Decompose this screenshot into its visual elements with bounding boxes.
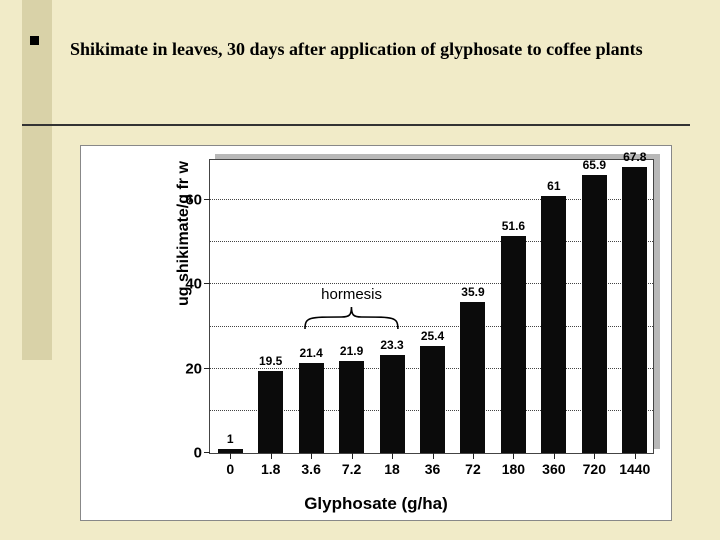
x-tick-mark: [554, 453, 555, 459]
x-tick-mark: [392, 453, 393, 459]
bar-value-label: 21.4: [299, 346, 322, 360]
bar-value-label: 65.9: [583, 158, 606, 172]
y-tick-label: 0: [194, 445, 210, 462]
y-tick-mark: [204, 283, 210, 284]
bar: [299, 363, 324, 453]
bar: [339, 361, 364, 453]
brace-icon: [301, 303, 402, 333]
bar: [420, 346, 445, 453]
x-tick-mark: [230, 453, 231, 459]
x-tick-mark: [473, 453, 474, 459]
y-tick-mark: [204, 368, 210, 369]
bar: [582, 175, 607, 453]
x-axis-label: Glyphosate (g/ha): [81, 494, 671, 514]
title-bullet: [30, 36, 39, 45]
x-tick-mark: [635, 453, 636, 459]
decorative-stripe: [22, 0, 52, 360]
annotation-label: hormesis: [321, 286, 382, 303]
bar-value-label: 25.4: [421, 329, 444, 343]
plot-area: 02040601019.51.821.43.621.97.223.31825.4…: [209, 159, 654, 454]
bar: [622, 167, 647, 453]
bar-value-label: 23.3: [380, 338, 403, 352]
x-tick-mark: [513, 453, 514, 459]
bar-value-label: 67.8: [623, 150, 646, 164]
y-tick-mark: [204, 452, 210, 453]
y-tick-mark: [204, 199, 210, 200]
x-tick-mark: [271, 453, 272, 459]
chart-frame: 02040601019.51.821.43.621.97.223.31825.4…: [80, 145, 672, 521]
bar-value-label: 51.6: [502, 219, 525, 233]
x-tick-mark: [311, 453, 312, 459]
title-underline: [22, 124, 690, 126]
x-tick-mark: [433, 453, 434, 459]
bar-value-label: 35.9: [461, 285, 484, 299]
bar: [541, 196, 566, 453]
bar-value-label: 61: [547, 179, 560, 193]
bar: [460, 302, 485, 453]
page-title: Shikimate in leaves, 30 days after appli…: [70, 30, 680, 70]
bar: [258, 371, 283, 453]
bar: [380, 355, 405, 453]
bar-value-label: 1: [227, 432, 234, 446]
title-block: Shikimate in leaves, 30 days after appli…: [70, 30, 680, 70]
bar-value-label: 19.5: [259, 354, 282, 368]
x-tick-mark: [594, 453, 595, 459]
y-axis-label: ug shikimate/g fr w: [175, 161, 193, 306]
bar: [501, 236, 526, 453]
x-tick-mark: [352, 453, 353, 459]
y-tick-label: 20: [185, 360, 210, 377]
bar-value-label: 21.9: [340, 344, 363, 358]
